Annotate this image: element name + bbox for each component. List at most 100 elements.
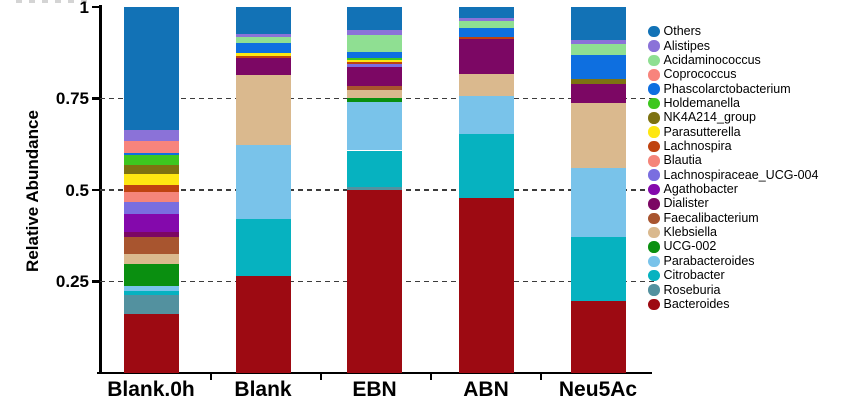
legend-label: Acidaminococcus — [663, 52, 761, 67]
bar-segment-ABN-Parabacteroides — [458, 95, 514, 134]
bar-segment-EBN-Parasutterella — [347, 59, 402, 62]
x-tick-1 — [320, 374, 323, 380]
legend-item-Roseburia: Roseburia — [648, 283, 720, 297]
bar-segment-Neu5Ac-Citrobacter — [570, 237, 626, 302]
legend-swatch-icon — [648, 112, 660, 124]
bar-segment-EBN-Phascolarctobacterium — [347, 51, 402, 58]
bar-segment-ABN-Acidaminococcus — [458, 20, 514, 29]
legend-label: Coprococcus — [663, 67, 737, 82]
bar-segment-Neu5Ac-Klebsiella — [570, 102, 626, 168]
legend-item-Alistipes: Alistipes — [648, 39, 710, 53]
bar-segment-Blank.0h-UCG-002 — [123, 264, 179, 286]
legend-item-Agathobacter: Agathobacter — [648, 183, 738, 197]
bar-segment-Blank.0h-Others — [123, 7, 179, 131]
x-category-label-Blank.0h: Blank.0h — [107, 378, 195, 401]
legend-label: Dialister — [663, 196, 709, 211]
bar-segment-ABN-Phascolarctobacterium — [458, 28, 514, 37]
legend-item-Citrobacter: Citrobacter — [648, 269, 725, 283]
bar-segment-Neu5Ac-Parabacteroides — [570, 167, 626, 238]
bar-segment-EBN-Lachnospiraceae_UCG-004 — [347, 64, 402, 68]
bar-Neu5Ac — [570, 7, 626, 373]
bar-segment-ABN-Alistipes — [458, 18, 514, 21]
legend-swatch-icon — [648, 97, 660, 110]
legend-swatch-icon — [648, 69, 660, 81]
bar-segment-ABN-Citrobacter — [458, 133, 514, 199]
x-category-label-Blank: Blank — [234, 378, 292, 401]
bar-segment-Neu5Ac-Dialister — [570, 83, 626, 103]
bar-segment-Blank.0h-Klebsiella — [123, 254, 179, 265]
legend-item-NK4A214_group: NK4A214_group — [648, 111, 756, 125]
legend-label: Parasutterella — [663, 124, 741, 139]
bar-segment-Blank-Others — [235, 7, 291, 35]
legend-swatch-icon — [648, 298, 660, 311]
legend-item-Dialister: Dialister — [648, 197, 709, 211]
legend-swatch-icon — [648, 212, 660, 224]
bar-segment-Blank.0h-Lachnospiraceae_UCG-004 — [123, 202, 179, 214]
x-tick-0 — [210, 374, 213, 380]
bar-segment-EBN-Holdemanella — [347, 57, 402, 60]
y-tick-label-0.75: 0.75 — [55, 89, 89, 108]
x-category-label-EBN: EBN — [352, 378, 397, 401]
y-tick-0.75 — [92, 97, 100, 100]
legend-swatch-icon — [648, 169, 660, 181]
legend-label: Blautia — [663, 153, 702, 168]
bar-segment-Neu5Ac-NK4A214_group — [570, 79, 626, 84]
legend-item-Holdemanella: Holdemanella — [648, 96, 740, 110]
bar-segment-Blank.0h-Citrobacter — [123, 290, 179, 296]
cropped-text-artifact — [16, 0, 92, 3]
bar-ABN — [458, 7, 514, 373]
bar-segment-EBN-Citrobacter — [347, 150, 402, 187]
bar-segment-EBN-Others — [347, 7, 402, 31]
bar-segment-EBN-Bacteroides — [347, 190, 402, 373]
legend-swatch-icon — [648, 140, 660, 153]
legend-label: Lachnospiraceae_UCG-004 — [663, 167, 819, 182]
bar-segment-Neu5Ac-Alistipes — [570, 39, 626, 44]
legend-swatch-icon — [648, 126, 660, 138]
x-category-label-Neu5Ac: Neu5Ac — [558, 378, 638, 401]
bar-segment-EBN-Parabacteroides — [347, 101, 402, 151]
y-tick-0.25 — [92, 280, 100, 283]
legend-label: Klebsiella — [663, 225, 718, 240]
bar-segment-ABN-Dialister — [458, 38, 514, 75]
bar-segment-Blank.0h-Blautia — [123, 191, 179, 203]
legend-label: Holdemanella — [663, 95, 740, 110]
legend-item-Lachnospira: Lachnospira — [648, 140, 732, 154]
bar-segment-Blank-Dialister — [235, 57, 291, 75]
legend-label: Citrobacter — [663, 268, 725, 283]
bar-segment-Blank.0h-Phascolarctobacterium — [123, 152, 179, 156]
legend-item-Coprococcus: Coprococcus — [648, 68, 736, 82]
legend-swatch-icon — [648, 255, 660, 268]
legend-swatch-icon — [648, 284, 660, 296]
bar-segment-Blank-Alistipes — [235, 34, 291, 38]
x-tick-2 — [430, 374, 433, 380]
legend-label: Roseburia — [663, 282, 721, 297]
legend-item-Parabacteroides: Parabacteroides — [648, 254, 755, 268]
bar-segment-Blank.0h-Parabacteroides — [123, 285, 179, 291]
bar-EBN — [347, 7, 402, 373]
y-tick-label-1: 1 — [79, 0, 89, 17]
legend-item-Faecalibacterium: Faecalibacterium — [648, 211, 759, 225]
bar-segment-Blank-Parasutterella — [235, 53, 291, 56]
bar-Blank.0h — [123, 7, 179, 373]
legend-label: Lachnospira — [663, 139, 732, 153]
legend-swatch-icon — [648, 269, 660, 282]
y-tick-label-0.25: 0.25 — [55, 272, 89, 291]
legend-item-Phascolarctobacterium: Phascolarctobacterium — [648, 82, 791, 96]
legend-swatch-icon — [648, 54, 660, 67]
bar-segment-EBN-Acidaminococcus — [347, 35, 402, 52]
legend-swatch-icon — [648, 25, 660, 38]
legend-swatch-icon — [648, 183, 660, 196]
legend-label: Parabacteroides — [663, 253, 755, 268]
legend-swatch-icon — [648, 241, 660, 253]
bar-segment-ABN-Lachnospira — [458, 36, 514, 39]
legend-item-Bacteroides: Bacteroides — [648, 297, 730, 311]
legend-label: Agathobacter — [663, 182, 738, 197]
legend-swatch-icon — [648, 198, 660, 210]
bar-segment-Blank.0h-Bacteroides — [123, 314, 179, 373]
legend-label: Faecalibacterium — [663, 210, 759, 225]
bar-segment-Blank.0h-Holdemanella — [123, 155, 179, 165]
bar-Blank — [235, 7, 291, 373]
legend-swatch-icon — [648, 83, 660, 95]
legend-label: Alistipes — [663, 38, 711, 53]
